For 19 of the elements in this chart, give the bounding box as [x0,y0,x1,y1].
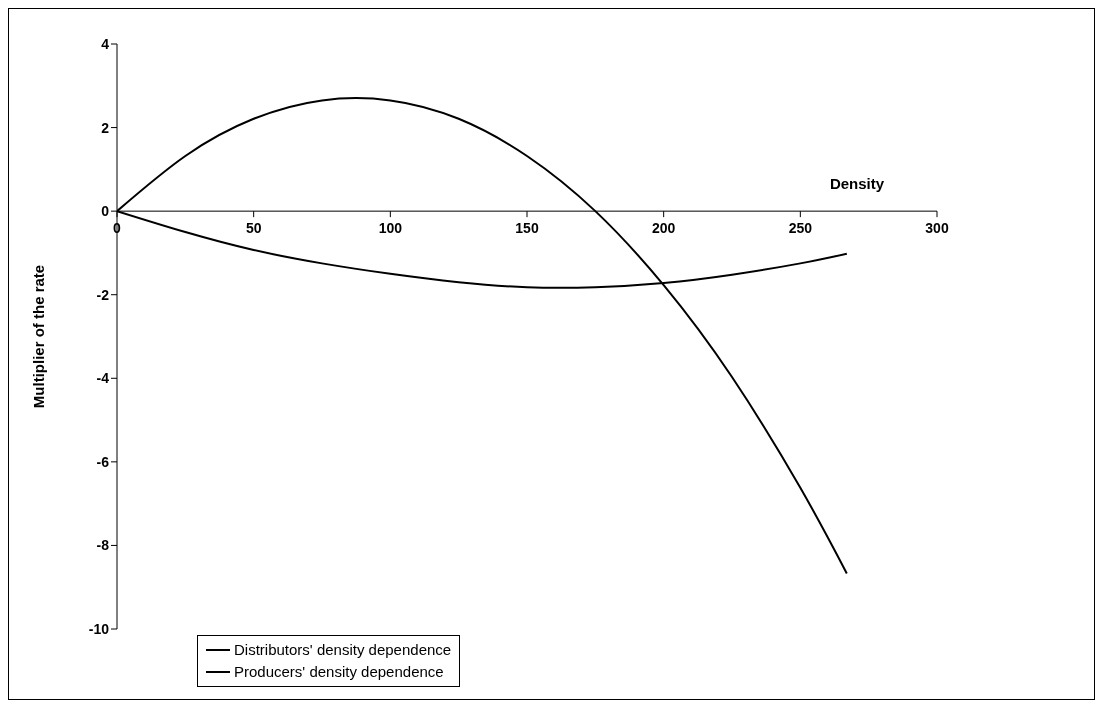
x-tick-label: 300 [925,220,949,237]
x-tick-label: 50 [245,220,262,237]
y-tick-label: -6 [96,453,110,470]
x-tick-label: 150 [515,220,539,237]
y-tick-label: -2 [96,286,110,303]
x-tick-label: 100 [378,220,403,237]
x-tick-label: 250 [788,220,813,237]
x-axis-title: Density [829,175,885,193]
y-tick-label: 0 [101,203,110,220]
legend-label: Producers' density dependence [234,662,444,682]
legend-label: Distributors' density dependence [234,640,452,660]
x-tick-label: 200 [651,220,676,237]
y-tick-label: -4 [96,370,110,387]
y-tick-label: 4 [101,35,110,52]
y-tick-label: -10 [88,620,110,637]
x-tick-label: 0 [113,220,122,237]
y-tick-label: -8 [96,537,110,554]
y-tick-label: 2 [101,119,110,136]
y-axis-title: Multiplier of the rate [30,264,48,409]
